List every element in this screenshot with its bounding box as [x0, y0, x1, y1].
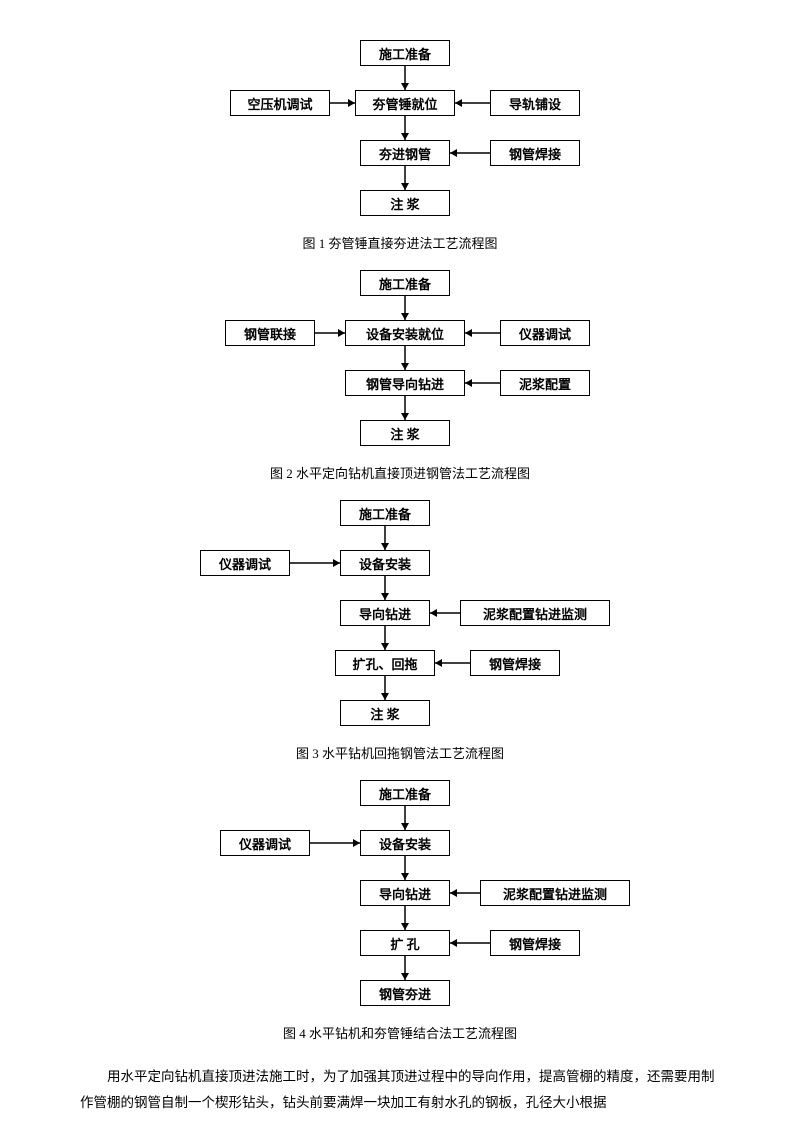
flowchart-node: 设备安装 [360, 830, 450, 856]
flowchart-node: 施工准备 [340, 500, 430, 526]
flowchart-node: 钢管焊接 [490, 930, 580, 956]
flowchart-node: 导轨铺设 [490, 90, 580, 116]
flowchart-node: 注 浆 [340, 700, 430, 726]
flowchart-node: 导向钻进 [360, 880, 450, 906]
flowchart-fig3: 施工准备仪器调试 设备安装导向钻进 泥浆配置钻进监测扩孔、回拖 钢管焊接注 浆 [150, 500, 650, 735]
flowchart-node: 空压机调试 [230, 90, 330, 116]
flowchart-node: 钢管夯进 [360, 980, 450, 1006]
flowchart-node: 钢管焊接 [490, 140, 580, 166]
flowchart-node: 施工准备 [360, 40, 450, 66]
flowchart-node: 扩孔、回拖 [335, 650, 435, 676]
flowchart-node: 设备安装就位 [345, 320, 465, 346]
flowchart-node: 钢管导向钻进 [345, 370, 465, 396]
flowchart-node: 施工准备 [360, 270, 450, 296]
flowchart-node: 夯进钢管 [360, 140, 450, 166]
flowchart-node: 泥浆配置钻进监测 [480, 880, 630, 906]
flowchart-node: 钢管联接 [225, 320, 315, 346]
flowchart-node: 注 浆 [360, 420, 450, 446]
body-paragraph: 用水平定向钻机直接顶进法施工时，为了加强其顶进过程中的导向作用，提高管棚的精度，… [80, 1064, 720, 1115]
flowchart-node: 泥浆配置 [500, 370, 590, 396]
flowchart-node: 导向钻进 [340, 600, 430, 626]
flowchart-node: 夯管锤就位 [355, 90, 455, 116]
figure-caption: 图 2 水平定向钻机直接顶进钢管法工艺流程图 [80, 463, 720, 482]
flowchart-node: 仪器调试 [500, 320, 590, 346]
flowchart-fig2: 施工准备钢管联接 设备安装就位 仪器调试钢管导向钻进 泥浆配置注 浆 [160, 270, 640, 455]
flowchart-fig4: 施工准备仪器调试 设备安装导向钻进 泥浆配置钻进监测扩 孔 钢管焊接钢管夯进 [150, 780, 650, 1015]
flowchart-node: 仪器调试 [200, 550, 290, 576]
flowchart-node: 钢管焊接 [470, 650, 560, 676]
flowchart-node: 扩 孔 [360, 930, 450, 956]
figure-caption: 图 3 水平钻机回拖钢管法工艺流程图 [80, 743, 720, 762]
figure-caption: 图 1 夯管锤直接夯进法工艺流程图 [80, 233, 720, 252]
flowchart-fig1: 施工准备空压机调试夯管锤就位 导轨铺设夯进钢管 钢管焊接注 浆 [170, 40, 630, 225]
figure-caption: 图 4 水平钻机和夯管锤结合法工艺流程图 [80, 1023, 720, 1042]
flowchart-node: 仪器调试 [220, 830, 310, 856]
flowchart-node: 施工准备 [360, 780, 450, 806]
flowchart-node: 注 浆 [360, 190, 450, 216]
flowchart-node: 设备安装 [340, 550, 430, 576]
flowchart-node: 泥浆配置钻进监测 [460, 600, 610, 626]
